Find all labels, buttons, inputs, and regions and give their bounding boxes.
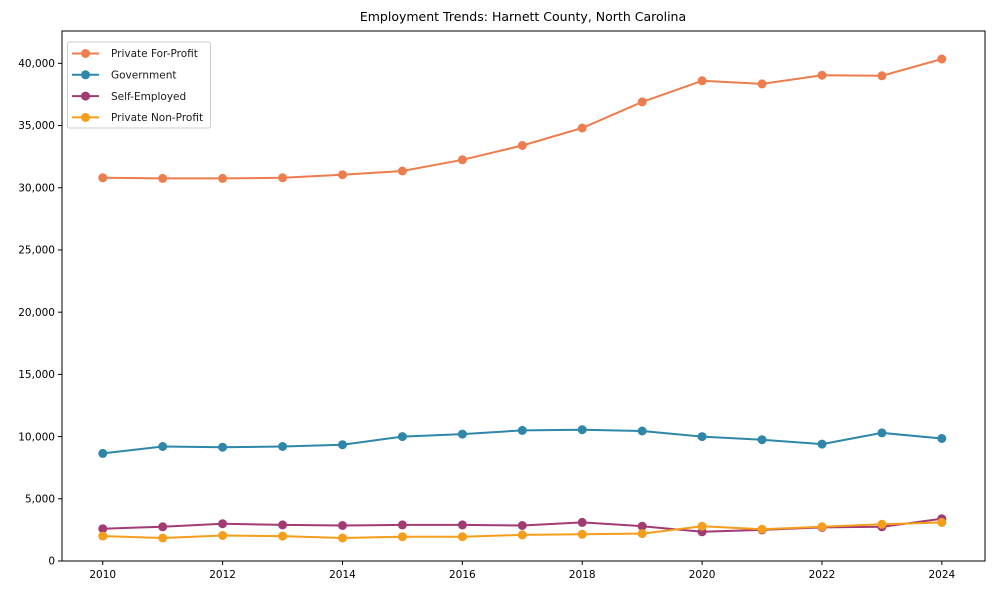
data-point-private-for-profit-2011	[158, 173, 168, 183]
data-point-private-non-profit-2024	[937, 517, 947, 527]
data-point-private-non-profit-2021	[757, 524, 767, 534]
legend-label-self-employed: Self-Employed	[111, 91, 186, 103]
data-point-self-employed-2015	[397, 520, 407, 530]
x-tick-label-2014: 2014	[329, 569, 356, 581]
data-point-government-2022	[817, 439, 827, 449]
y-tick-label-35000: 35,000	[18, 120, 55, 132]
plot-area: 0 5,000 10,000 15,000 20,000 25,000 30,000 35,0…	[18, 30, 986, 581]
data-point-private-for-profit-2010	[98, 173, 108, 183]
y-tick-label-40000: 40,000	[18, 58, 55, 70]
series-private-for-profit-line	[101, 58, 943, 180]
legend-swatch-marker-private-for-profit	[81, 49, 90, 58]
data-point-private-non-profit-2018	[577, 529, 587, 539]
data-point-private-non-profit-2017	[517, 530, 527, 540]
data-point-private-for-profit-2023	[877, 71, 887, 81]
data-point-self-employed-2017	[517, 521, 527, 530]
x-tick-label-2024: 2024	[928, 569, 955, 581]
data-point-private-for-profit-2017	[517, 141, 527, 150]
y-tick-label-15000: 15,000	[18, 369, 55, 381]
y-tick-label-0: 0	[48, 556, 55, 568]
data-point-private-for-profit-2021	[757, 79, 767, 89]
data-point-private-non-profit-2014	[338, 533, 347, 543]
data-point-self-employed-2016	[457, 520, 467, 530]
data-point-private-non-profit-2019	[637, 529, 647, 539]
data-point-government-2021	[757, 435, 767, 445]
data-point-government-2017	[517, 425, 527, 435]
data-point-private-non-profit-2012	[218, 531, 228, 540]
data-point-private-for-profit-2019	[637, 97, 647, 107]
data-point-private-for-profit-2012	[218, 173, 228, 183]
x-tick-label-2016: 2016	[449, 569, 476, 581]
y-tick-label-25000: 25,000	[18, 245, 55, 257]
data-point-private-non-profit-2022	[817, 522, 827, 532]
legend-swatch-marker-government	[81, 70, 90, 80]
x-tick-label-2012: 2012	[209, 569, 236, 581]
data-point-government-2014	[338, 440, 347, 450]
data-point-self-employed-2010	[98, 524, 108, 534]
data-point-government-2012	[218, 442, 228, 452]
x-tick-label-2022: 2022	[809, 569, 836, 581]
data-point-private-non-profit-2020	[697, 521, 707, 531]
data-point-government-2010	[98, 448, 108, 458]
data-point-private-for-profit-2020	[697, 76, 707, 86]
legend-label-private-for-profit: Private For-Profit	[111, 48, 198, 60]
data-point-private-for-profit-2024	[937, 54, 947, 64]
data-point-private-non-profit-2015	[397, 532, 407, 542]
data-point-self-employed-2018	[577, 517, 587, 527]
data-point-government-2018	[577, 425, 587, 435]
data-point-government-2023	[877, 428, 887, 438]
data-point-private-for-profit-2013	[278, 173, 288, 183]
data-point-government-2013	[278, 442, 288, 451]
data-point-self-employed-2011	[158, 522, 168, 532]
data-point-self-employed-2014	[338, 521, 347, 530]
data-point-government-2019	[637, 426, 647, 436]
x-tick-label-2018: 2018	[569, 569, 596, 581]
data-point-private-non-profit-2016	[457, 532, 467, 542]
y-tick-label-5000: 5,000	[25, 493, 55, 505]
data-point-self-employed-2019	[637, 521, 647, 531]
axes-frame	[61, 30, 986, 562]
legend-label-private-non-profit: Private Non-Profit	[111, 112, 203, 124]
data-point-government-2020	[697, 432, 707, 442]
data-point-self-employed-2013	[278, 520, 288, 530]
y-tick-label-10000: 10,000	[18, 431, 55, 443]
x-tick-label-2010: 2010	[89, 569, 116, 581]
data-point-government-2024	[937, 434, 947, 443]
data-point-private-for-profit-2022	[817, 70, 827, 80]
legend-label-government: Government	[111, 69, 176, 81]
data-point-self-employed-2012	[218, 519, 228, 529]
data-point-private-for-profit-2014	[338, 170, 347, 180]
data-point-private-for-profit-2018	[577, 123, 587, 133]
data-point-government-2016	[457, 429, 467, 439]
y-tick-label-30000: 30,000	[18, 182, 55, 194]
data-point-government-2011	[158, 442, 168, 451]
data-point-private-non-profit-2011	[158, 533, 168, 543]
chart-title: Employment Trends: Harnett County, North…	[360, 9, 686, 24]
data-point-private-for-profit-2015	[397, 166, 407, 176]
data-point-private-non-profit-2010	[98, 531, 108, 541]
x-tick-label-2020: 2020	[689, 569, 716, 581]
legend-box	[67, 41, 211, 129]
y-tick-label-20000: 20,000	[18, 307, 55, 319]
legend-swatch-marker-self-employed	[81, 91, 90, 101]
data-point-private-non-profit-2023	[877, 519, 887, 529]
data-point-government-2015	[397, 432, 407, 442]
data-point-private-non-profit-2013	[278, 531, 288, 541]
legend-swatch-marker-private-non-profit	[81, 112, 90, 122]
data-point-private-for-profit-2016	[457, 155, 467, 165]
